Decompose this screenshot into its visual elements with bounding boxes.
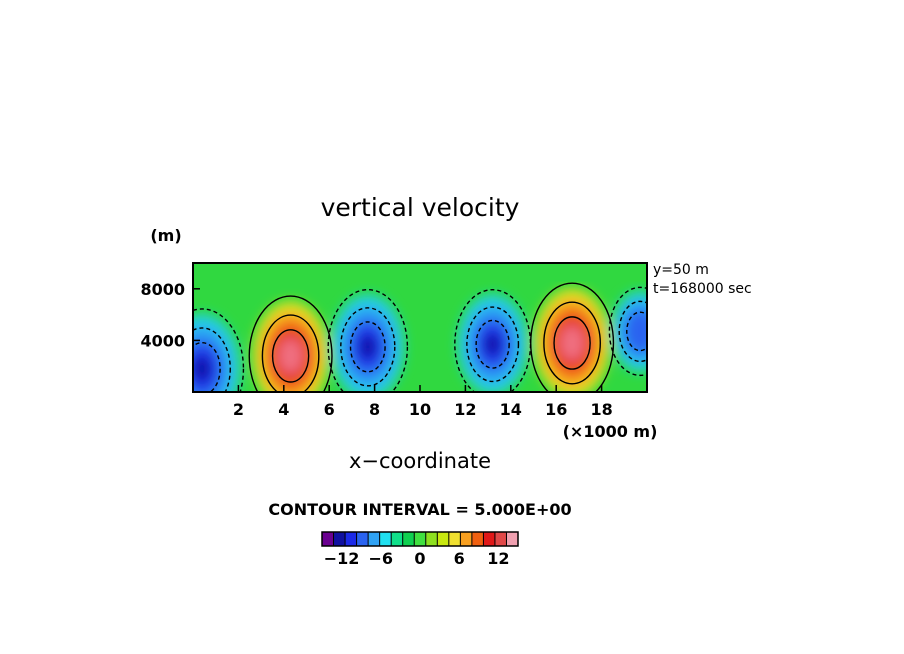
contour-interval-label: CONTOUR INTERVAL = 5.000E+00 (268, 500, 571, 519)
colorbar-swatch-7 (402, 532, 415, 546)
contour-feature-2-ring-2 (349, 321, 386, 373)
colorbar-tick-label-1: −6 (369, 549, 394, 568)
colorbar-swatch-3 (356, 532, 369, 546)
x-axis-label: x−coordinate (349, 449, 491, 473)
plot-area (193, 263, 647, 392)
colorbar-swatch-11 (448, 532, 461, 546)
colorbar-frame (321, 531, 519, 547)
colorbar-swatch-6 (391, 532, 404, 546)
y-tick-label-0: 4000 (140, 331, 185, 350)
field-feature-0-level-4 (193, 356, 211, 381)
contour-feature-5-ring-2 (626, 311, 647, 352)
contour-lines (193, 282, 647, 392)
contour-feature-3-ring-1 (466, 306, 520, 383)
colorbar-swatch-1 (333, 532, 346, 546)
colorbar-swatch-13 (471, 532, 484, 546)
contour-feature-4-ring-2 (553, 316, 591, 370)
colorbar: −12 −6 0 6 12 (321, 531, 519, 568)
x-tick-label-4: 10 (409, 400, 431, 419)
x-tick-label-1: 4 (278, 400, 289, 419)
x-tick-label-7: 16 (545, 400, 567, 419)
velocity-field (193, 288, 647, 392)
colorbar-swatch-14 (483, 532, 496, 546)
contour-feature-5-ring-1 (618, 300, 647, 363)
annotation-y-position: y=50 m (653, 262, 709, 278)
colorbar-tick-label-2: 0 (414, 549, 425, 568)
colorbar-swatch-2 (345, 532, 357, 546)
colorbar-swatch-16 (506, 532, 519, 546)
colorbar-swatch-12 (460, 532, 473, 546)
contour-feature-2-ring-0 (327, 288, 409, 392)
chart-title: vertical velocity (321, 193, 520, 222)
field-feature-1-level-4 (278, 337, 304, 374)
x-tick-label-8: 18 (590, 400, 612, 419)
colorbar-swatch-9 (425, 532, 438, 546)
x-axis: 2 4 6 8 10 12 14 16 18 (233, 385, 613, 419)
x-tick-label-0: 2 (233, 400, 244, 419)
contour-feature-1-ring-2 (271, 329, 310, 383)
colorbar-swatch-5 (379, 532, 392, 546)
x-tick-label-6: 14 (500, 400, 522, 419)
x-tick-label-3: 8 (369, 400, 380, 419)
colorbar-swatch-10 (437, 532, 450, 546)
colorbar-swatch-4 (368, 532, 380, 546)
contour-feature-5-ring-0 (608, 286, 647, 377)
contour-feature-1-ring-1 (261, 314, 320, 392)
colorbar-tick-label-0: −12 (324, 549, 360, 568)
colorbar-swatch-8 (414, 532, 427, 546)
y-unit-label: (m) (150, 226, 181, 245)
annotation-time: t=168000 sec (653, 281, 752, 297)
field-feature-2-level-4 (359, 335, 376, 359)
y-tick-label-1: 8000 (140, 280, 185, 299)
field-feature-5-level-2 (624, 308, 647, 354)
contour-feature-4-ring-1 (543, 301, 601, 385)
contour-feature-2-ring-1 (340, 307, 396, 387)
colorbar-tick-label-3: 6 (454, 549, 465, 568)
colorbar-swatch-0 (322, 532, 334, 546)
x-tick-label-5: 12 (454, 400, 476, 419)
y-axis: 4000 8000 (140, 280, 200, 350)
colorbar-swatch-15 (494, 532, 507, 546)
contour-feature-0-ring-2 (193, 341, 221, 392)
colorbar-tick-label-4: 12 (487, 549, 509, 568)
contour-feature-1-ring-0 (248, 295, 333, 392)
field-feature-3-level-4 (485, 333, 501, 356)
contour-feature-3-ring-2 (475, 319, 510, 369)
x-unit-label: (×1000 m) (563, 422, 658, 441)
field-feature-4-level-4 (559, 325, 585, 361)
contour-feature-0-ring-1 (193, 327, 231, 392)
contour-feature-4-ring-0 (530, 282, 615, 392)
x-tick-label-2: 6 (324, 400, 335, 419)
contour-feature-0-ring-0 (193, 308, 245, 392)
